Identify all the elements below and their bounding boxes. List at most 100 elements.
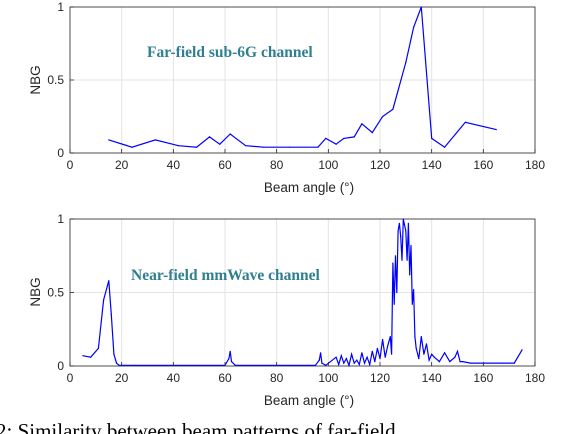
y-tick-label: 1 [57, 0, 64, 14]
data-point [196, 146, 198, 148]
y-tick-label: 0.5 [47, 73, 64, 87]
data-point [154, 139, 156, 141]
data-point [413, 26, 415, 28]
data-point [366, 356, 368, 358]
data-point [402, 218, 404, 220]
x-tick-label: 40 [167, 158, 181, 172]
data-point [503, 362, 505, 364]
data-point [110, 314, 112, 316]
data-point [325, 364, 327, 366]
data-point [371, 132, 373, 134]
data-point [345, 358, 347, 360]
data-point [376, 347, 378, 349]
data-point [374, 361, 376, 363]
data-point [431, 353, 433, 355]
x-tick-label: 160 [473, 158, 493, 172]
data-point [444, 352, 446, 354]
data-point [428, 359, 430, 361]
data-point [415, 347, 417, 349]
data-point [289, 146, 291, 148]
x-tick-label: 20 [115, 371, 129, 385]
data-point [391, 353, 393, 355]
data-point [384, 356, 386, 358]
data-point [444, 146, 446, 148]
data-point [321, 362, 323, 364]
data-point [320, 352, 322, 354]
y-axis-label: NBG [28, 277, 43, 306]
data-point [314, 364, 316, 366]
data-point [358, 363, 360, 366]
y-tick-label: 0 [57, 146, 64, 160]
data-point [118, 364, 120, 366]
data-point [394, 255, 397, 257]
data-point [134, 364, 136, 366]
x-tick-label: 180 [525, 158, 545, 172]
series-points [108, 6, 497, 148]
data-point [379, 358, 381, 360]
data-point [392, 108, 394, 110]
y-tick-labels: 00.51 [47, 0, 64, 160]
data-point [177, 145, 180, 147]
data-point [230, 361, 233, 363]
data-point [521, 349, 523, 351]
data-point [405, 230, 407, 232]
chart-annotation: Near-field mmWave channel [131, 267, 321, 284]
x-tick-labels: 0 20 40 60 80 100 120 140 160 180 [67, 158, 546, 172]
data-point [454, 356, 456, 358]
data-point [409, 274, 411, 276]
x-tick-label: 160 [473, 371, 493, 385]
data-point [411, 303, 413, 305]
data-point [438, 361, 440, 363]
data-point [115, 362, 118, 364]
data-point [219, 143, 221, 145]
data-point [403, 224, 406, 226]
data-point [351, 353, 353, 355]
x-axis-label: Beam angle (°) [264, 393, 354, 408]
x-tick-label: 100 [318, 371, 338, 385]
data-point [245, 145, 247, 147]
data-point [401, 259, 403, 261]
data-point [425, 343, 428, 345]
x-tick-label: 140 [422, 371, 442, 385]
x-tick-label: 40 [167, 371, 181, 385]
data-point [335, 356, 337, 358]
data-point [407, 222, 409, 224]
data-point [464, 121, 466, 123]
x-tick-label: 100 [318, 158, 338, 172]
data-point [410, 244, 412, 247]
data-point [396, 291, 398, 294]
data-point [369, 363, 371, 366]
y-tick-labels: 00.51 [47, 212, 64, 373]
data-point [449, 361, 451, 363]
data-point [228, 358, 230, 360]
near-field-chart: 0 20 40 60 80 100 120 140 160 180 00.51 Near-fiel… [28, 212, 545, 408]
y-axis-label: NBG [28, 65, 43, 94]
x-tick-labels: 0 20 40 60 80 100 120 140 160 180 [67, 371, 546, 385]
data-point [413, 289, 415, 291]
data-point [423, 353, 425, 355]
data-point [229, 350, 231, 352]
chart-annotation: Far-field sub-6G channel [147, 44, 313, 61]
data-point [234, 364, 236, 366]
data-point [393, 303, 395, 305]
data-point [353, 362, 355, 364]
data-point [392, 262, 394, 264]
data-point [469, 362, 471, 364]
x-tick-label: 0 [67, 158, 74, 172]
data-point [418, 358, 420, 360]
data-point [400, 236, 402, 238]
figure-caption: 2: Similarity between beam patterns of f… [0, 419, 396, 434]
data-point [113, 353, 115, 355]
data-point [405, 61, 407, 64]
data-point [335, 143, 337, 145]
x-tick-label: 60 [218, 371, 232, 385]
data-point [462, 361, 464, 363]
data-point [389, 336, 391, 338]
data-point [208, 136, 211, 138]
y-tick-label: 0.5 [47, 286, 64, 300]
data-point [398, 222, 400, 224]
data-point [103, 299, 105, 301]
data-point [353, 136, 355, 138]
x-tick-label: 0 [67, 371, 74, 385]
